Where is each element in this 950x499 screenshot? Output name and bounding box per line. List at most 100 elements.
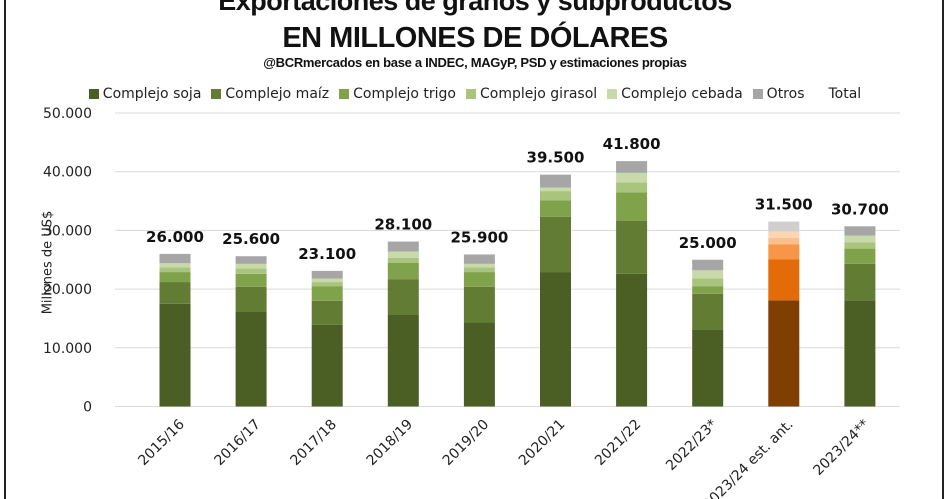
x-tick-label: 2015/16 [135,416,188,469]
total-label: 28.100 [374,216,432,234]
bar-segment [540,200,571,217]
legend-label: Complejo cebada [621,86,743,102]
total-label: 30.700 [831,200,889,218]
bar-segment [768,300,800,407]
bar-segment [463,286,495,323]
y-tick-label: 50.000 [43,106,92,122]
legend-label: Complejo girasol [480,86,598,102]
y-tick-label: 10.000 [43,341,92,357]
bar-segment [311,282,343,287]
bar-segment [387,314,419,407]
bar-segment [387,241,419,252]
bar-segment [235,286,267,312]
legend-swatch [88,89,99,99]
bar-segment [692,293,724,330]
bar-segment [540,187,571,192]
bar-segment [844,300,876,407]
bar-segment [616,182,648,193]
bar-segment [692,286,724,294]
bar-segment [692,329,724,407]
legend-swatch [339,89,350,99]
bar-segment [311,278,343,283]
bar-segment [616,273,648,407]
legend-item: Complejo maíz [211,86,329,102]
bar-segment [235,311,267,407]
bar-segment [768,259,800,301]
bar-segment [235,263,267,269]
bar-segment [159,303,191,407]
bar-segment [159,267,191,273]
chart-title: Exportaciones de granos y subproductos [218,0,732,16]
bar-segment [540,191,571,201]
legend-swatch [752,89,763,99]
legend-label: Complejo soja [102,86,202,102]
bar-segment [692,259,724,271]
legend-label: Complejo trigo [353,86,457,102]
x-tick-label: 2021/22 [592,417,644,469]
bar-segment [540,216,571,273]
bar-segment [616,172,648,183]
legend-label: Otros [766,86,805,102]
bar-segment [311,324,343,407]
chart-subtitle: EN MILLONES DE DÓLARES [282,22,668,54]
bar-segment [768,244,800,260]
total-label: 41.800 [603,135,661,153]
bar-segment [387,251,419,258]
legend-swatch [466,89,477,99]
bar-segment [387,262,419,280]
total-label: 25.900 [450,228,508,246]
bar-segment [159,282,191,304]
legend-item: Complejo cebada [607,86,743,102]
y-tick-label: 20.000 [43,282,92,298]
x-tick-label: 2018/19 [364,417,416,469]
total-label: 26.000 [146,228,204,246]
legend-swatch [607,89,618,99]
bar-segment [768,221,800,232]
legend-item: Complejo girasol [466,86,597,102]
bar-segment [616,221,648,274]
bar-segment [844,226,876,236]
bar-segment [387,257,419,263]
legend-item: Complejo trigo [339,86,456,102]
bar-segment [768,231,800,239]
total-label: 25.000 [679,234,737,252]
x-tick-label: 2020/21 [516,417,568,469]
bar-segment [844,248,876,264]
bar-segment [311,300,343,325]
x-tick-label: 2017/18 [288,417,340,469]
bar-segment [463,254,495,264]
legend-item-total: Total [828,86,862,102]
legend: Complejo soja Complejo maíz Complejo trigo… [0,86,950,102]
total-label: 39.500 [527,149,585,167]
x-tick-label: 2023/24** [810,417,872,479]
bar-segment [235,268,267,274]
x-tick-label: 2019/20 [440,417,492,469]
chart-source: @BCRmercados en base a INDEC, MAGyP, PSD… [263,55,687,70]
x-tick-label: 2022/23* [663,417,720,474]
legend-label: Complejo maíz [225,86,330,102]
bar-segment [844,242,876,249]
bar-segment [463,322,495,407]
legend-item: Complejo soja [88,86,202,102]
total-label: 31.500 [755,196,813,214]
bar-segment [159,253,191,264]
bar-segment [692,270,724,279]
y-tick-label: 40.000 [43,165,92,181]
bar-segment [159,272,191,283]
image-frame [4,0,944,499]
bar-segment [768,238,800,245]
bar-segment [540,272,571,407]
bar-segment [311,286,343,301]
bar-segment [692,278,724,287]
bar-segment [616,192,648,222]
y-tick-label: 0 [83,400,92,416]
bar-segment [235,273,267,287]
legend-item: Otros [752,86,805,102]
bar-segment [616,161,648,173]
bar-segment [387,279,419,315]
bar-segment [844,235,876,243]
bar-segment [844,263,876,301]
bar-segment [463,267,495,273]
bar-segment [463,272,495,287]
